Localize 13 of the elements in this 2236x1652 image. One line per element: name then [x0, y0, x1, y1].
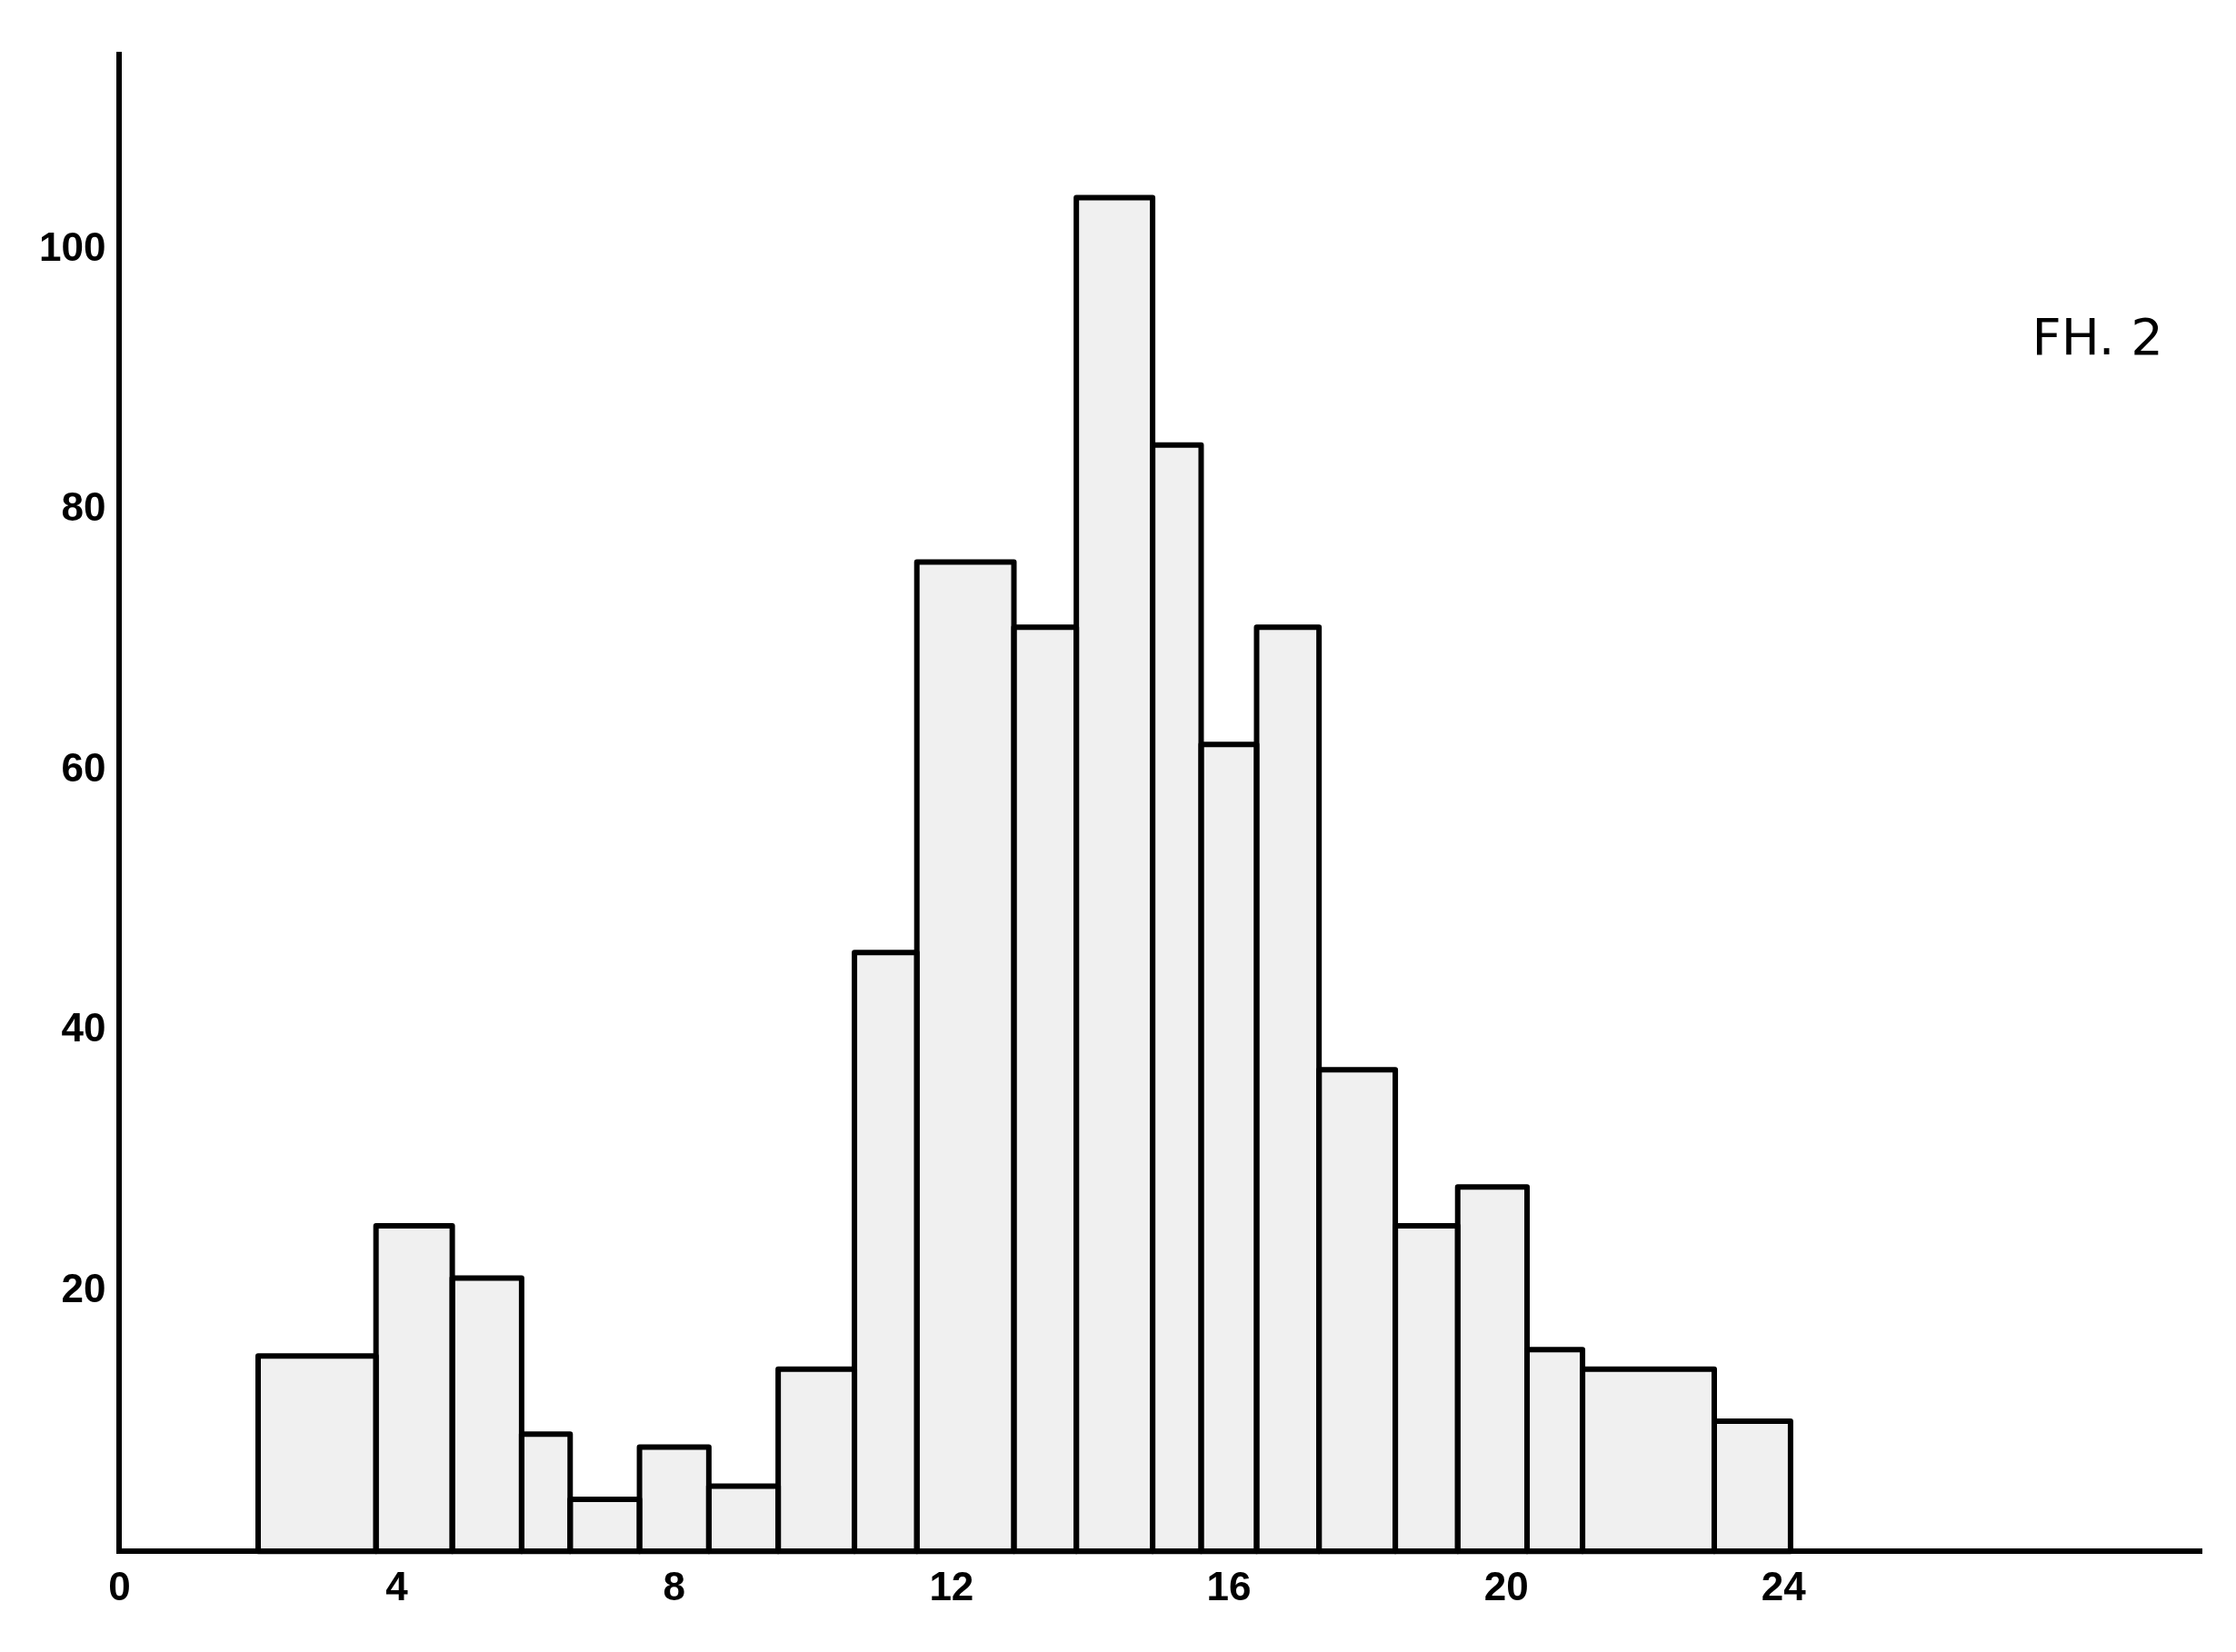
y-tick-label: 100 [38, 224, 106, 269]
x-tick-label: 0 [108, 1563, 131, 1608]
y-tick-label: 40 [61, 1005, 106, 1050]
y-tick-label: 60 [61, 744, 106, 790]
x-tick-label: 20 [1483, 1563, 1529, 1608]
x-tick-label: 8 [663, 1563, 685, 1608]
x-tick-label: 16 [1206, 1563, 1252, 1608]
x-tick-label: 12 [929, 1563, 974, 1608]
x-tick-label: 4 [385, 1563, 409, 1608]
x-tick-label: 24 [1761, 1563, 1807, 1608]
y-tick-label: 80 [61, 484, 106, 530]
annotation: FH. 2 [2031, 307, 2163, 366]
y-tick-label: 20 [61, 1265, 106, 1310]
